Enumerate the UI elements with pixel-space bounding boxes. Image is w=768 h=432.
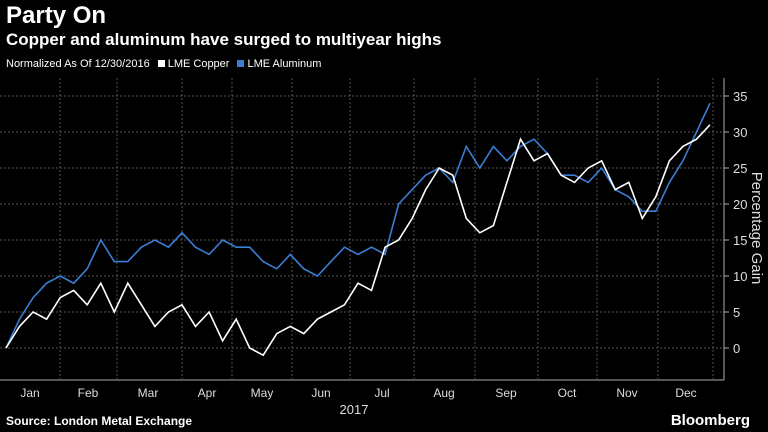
aluminum-swatch [237,60,245,67]
x-tick-label: Aug [433,386,454,400]
y-tick-label: 10 [733,269,747,284]
x-tick-label: Apr [198,386,217,400]
bloomberg-logo: Bloomberg [670,412,750,429]
legend-label: LME Aluminum [247,58,322,70]
x-tick-label: Dec [675,386,696,400]
series-line-lme-copper [5,124,711,357]
y-axis-label: Percentage Gain [748,172,765,285]
y-tick-label: 15 [733,233,747,248]
source-note: Source: London Metal Exchange [6,414,193,428]
legend-item-copper: LME Copper [157,58,230,70]
x-tick-label: Mar [138,386,159,400]
x-tick-label: Jun [311,386,330,400]
y-tick-label: 30 [733,125,747,140]
x-tick-label: Jan [20,386,39,400]
x-tick-label: Feb [78,386,99,400]
x-tick-label: Jul [374,386,389,400]
legend-label: LME Copper [167,58,230,70]
copper-swatch [157,60,165,67]
legend: Normalized As Of 12/30/2016 LME Copper L… [6,58,321,70]
x-tick-label: Nov [616,386,637,400]
x-tick-label: Oct [558,386,577,400]
chart-subtitle: Copper and aluminum have surged to multi… [6,30,442,49]
x-tick-label: Sep [495,386,517,400]
y-tick-label: 20 [733,197,747,212]
x-axis-label: 2017 [340,402,369,417]
y-tick-label: 5 [733,305,740,320]
chart-title: Party On [6,2,107,29]
x-tick-label: May [251,386,274,400]
legend-item-aluminum: LME Aluminum [237,58,321,70]
y-tick-label: 35 [733,89,747,104]
series-line-lme-aluminum [5,102,711,349]
normalization-note: Normalized As Of 12/30/2016 [6,58,150,70]
y-tick-label: 0 [733,341,740,356]
y-tick-label: 25 [733,161,747,176]
